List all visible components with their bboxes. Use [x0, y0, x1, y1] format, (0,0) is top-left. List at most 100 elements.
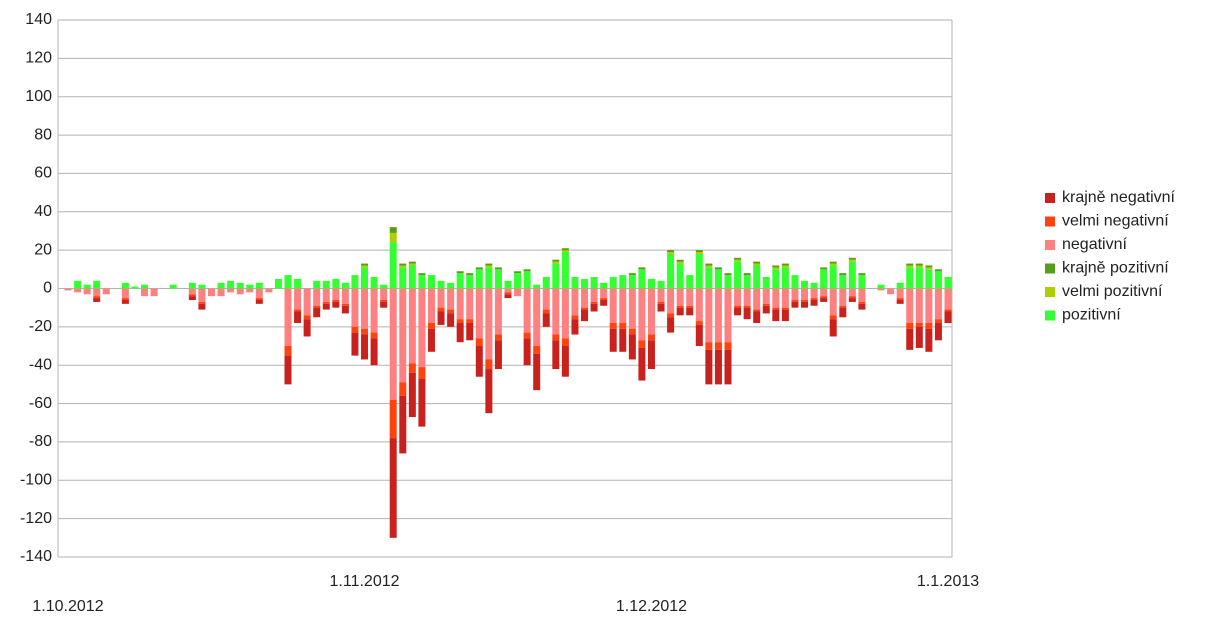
bar-segment	[915, 288, 923, 324]
bar-segment	[169, 284, 177, 289]
bar-segment	[695, 288, 703, 322]
bar-segment	[322, 303, 330, 310]
bar-segment	[772, 265, 780, 268]
bar-segment	[246, 284, 254, 289]
bar-segment	[561, 248, 569, 251]
bar-segment	[839, 307, 847, 318]
bar-segment	[217, 288, 225, 297]
bar-segment	[437, 280, 445, 289]
bar-segment	[150, 288, 158, 297]
bar-segment	[361, 267, 369, 289]
bar-segment	[628, 288, 636, 329]
bar-segment	[705, 342, 713, 350]
bar-segment	[561, 250, 569, 253]
bar-segment	[676, 288, 684, 306]
bar-segment	[236, 282, 244, 289]
bar-segment	[361, 334, 369, 360]
bar-segment	[284, 355, 292, 385]
bar-segment	[896, 288, 904, 299]
y-tick-label: -80	[29, 433, 52, 450]
bar-segment	[456, 271, 464, 274]
bar-segment	[734, 305, 742, 308]
bar-segment	[600, 288, 608, 299]
bar-segment	[447, 309, 455, 314]
bar-segment	[820, 298, 828, 302]
bar-segment	[466, 319, 474, 324]
bar-segment	[447, 282, 455, 289]
bar-segment	[581, 278, 589, 289]
x-tick-label: 1.1.2013	[917, 573, 979, 590]
bar-segment	[762, 276, 770, 289]
bar-segment	[427, 323, 435, 329]
bar-segment	[887, 288, 895, 295]
bar-segment	[906, 263, 914, 266]
bar-segment	[753, 309, 761, 312]
bar-segment	[801, 301, 809, 308]
bar-segment	[829, 261, 837, 264]
bar-segment	[600, 298, 608, 301]
bar-segment	[561, 346, 569, 377]
bar-segment	[667, 253, 675, 289]
bar-segment	[609, 288, 617, 324]
bar-segment	[552, 288, 560, 335]
bar-segment	[523, 332, 531, 339]
bar-segment	[848, 261, 856, 289]
bar-segment	[361, 265, 369, 268]
y-tick-label: -100	[20, 472, 52, 489]
bar-segment	[858, 301, 866, 304]
bar-segment	[418, 367, 426, 379]
bar-segment	[734, 259, 742, 262]
y-tick-label: -140	[20, 548, 52, 565]
bar-segment	[667, 313, 675, 318]
bar-segment	[839, 273, 847, 276]
bar-segment	[619, 323, 627, 329]
bar-segment	[399, 263, 407, 266]
bar-segment	[341, 282, 349, 289]
bar-segment	[695, 250, 703, 253]
bar-segment	[437, 288, 445, 308]
bar-segment	[93, 298, 101, 302]
bar-segment	[609, 323, 617, 329]
bar-segment	[332, 278, 340, 289]
bar-segment	[523, 271, 531, 289]
bar-segment	[762, 288, 770, 304]
x-tick-label: 1.10.2012	[32, 598, 103, 615]
bar-segment	[494, 269, 502, 289]
bar-segment	[934, 323, 942, 341]
bar-segment	[647, 340, 655, 370]
bar-segment	[494, 267, 502, 270]
bar-segment	[93, 288, 101, 297]
bar-segment	[361, 328, 369, 335]
bar-segment	[361, 263, 369, 266]
bar-segment	[475, 269, 483, 289]
bar-segment	[322, 280, 330, 289]
bar-segment	[93, 280, 101, 289]
bar-segment	[313, 280, 321, 289]
bar-segment	[542, 309, 550, 314]
bar-segment	[810, 298, 818, 301]
bar-segment	[523, 269, 531, 272]
bar-segment	[934, 319, 942, 324]
bar-segment	[743, 307, 751, 320]
bar-segment	[217, 282, 225, 289]
bar-segment	[370, 288, 378, 333]
bar-segment	[944, 288, 952, 310]
bar-segment	[686, 288, 694, 306]
bar-segment	[504, 292, 512, 295]
bar-segment	[791, 300, 799, 302]
bar-segment	[571, 315, 579, 320]
bar-segment	[667, 288, 675, 314]
bar-segment	[638, 267, 646, 270]
bar-segment	[399, 395, 407, 454]
bar-segment	[351, 332, 359, 356]
bar-segment	[380, 300, 388, 302]
bar-segment	[284, 288, 292, 347]
bar-segment	[772, 288, 780, 308]
bar-segment	[695, 252, 703, 254]
bar-segment	[906, 288, 914, 324]
bar-segment	[303, 288, 311, 316]
bar-segment	[389, 227, 397, 233]
bar-segment	[514, 271, 522, 274]
bar-segment	[380, 301, 388, 308]
bar-segment	[753, 265, 761, 289]
